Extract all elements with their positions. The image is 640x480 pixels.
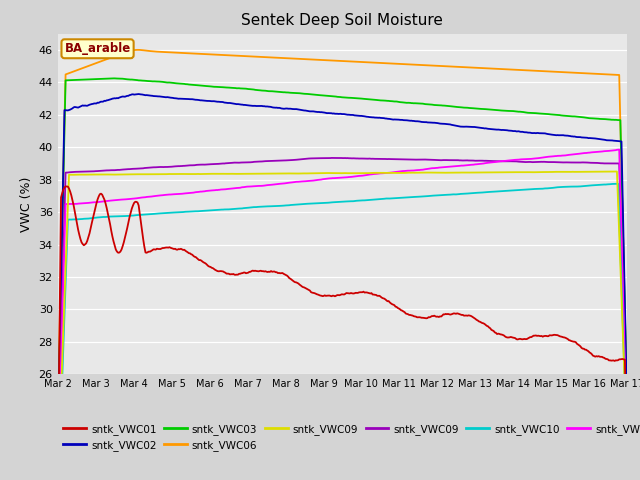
Y-axis label: VWC (%): VWC (%) [20, 176, 33, 232]
Title: Sentek Deep Soil Moisture: Sentek Deep Soil Moisture [241, 13, 444, 28]
Legend: sntk_VWC01, sntk_VWC02, sntk_VWC03, sntk_VWC06, sntk_VWC09, sntk_VWC09, sntk_VWC: sntk_VWC01, sntk_VWC02, sntk_VWC03, sntk… [63, 424, 640, 451]
Text: BA_arable: BA_arable [65, 42, 131, 55]
